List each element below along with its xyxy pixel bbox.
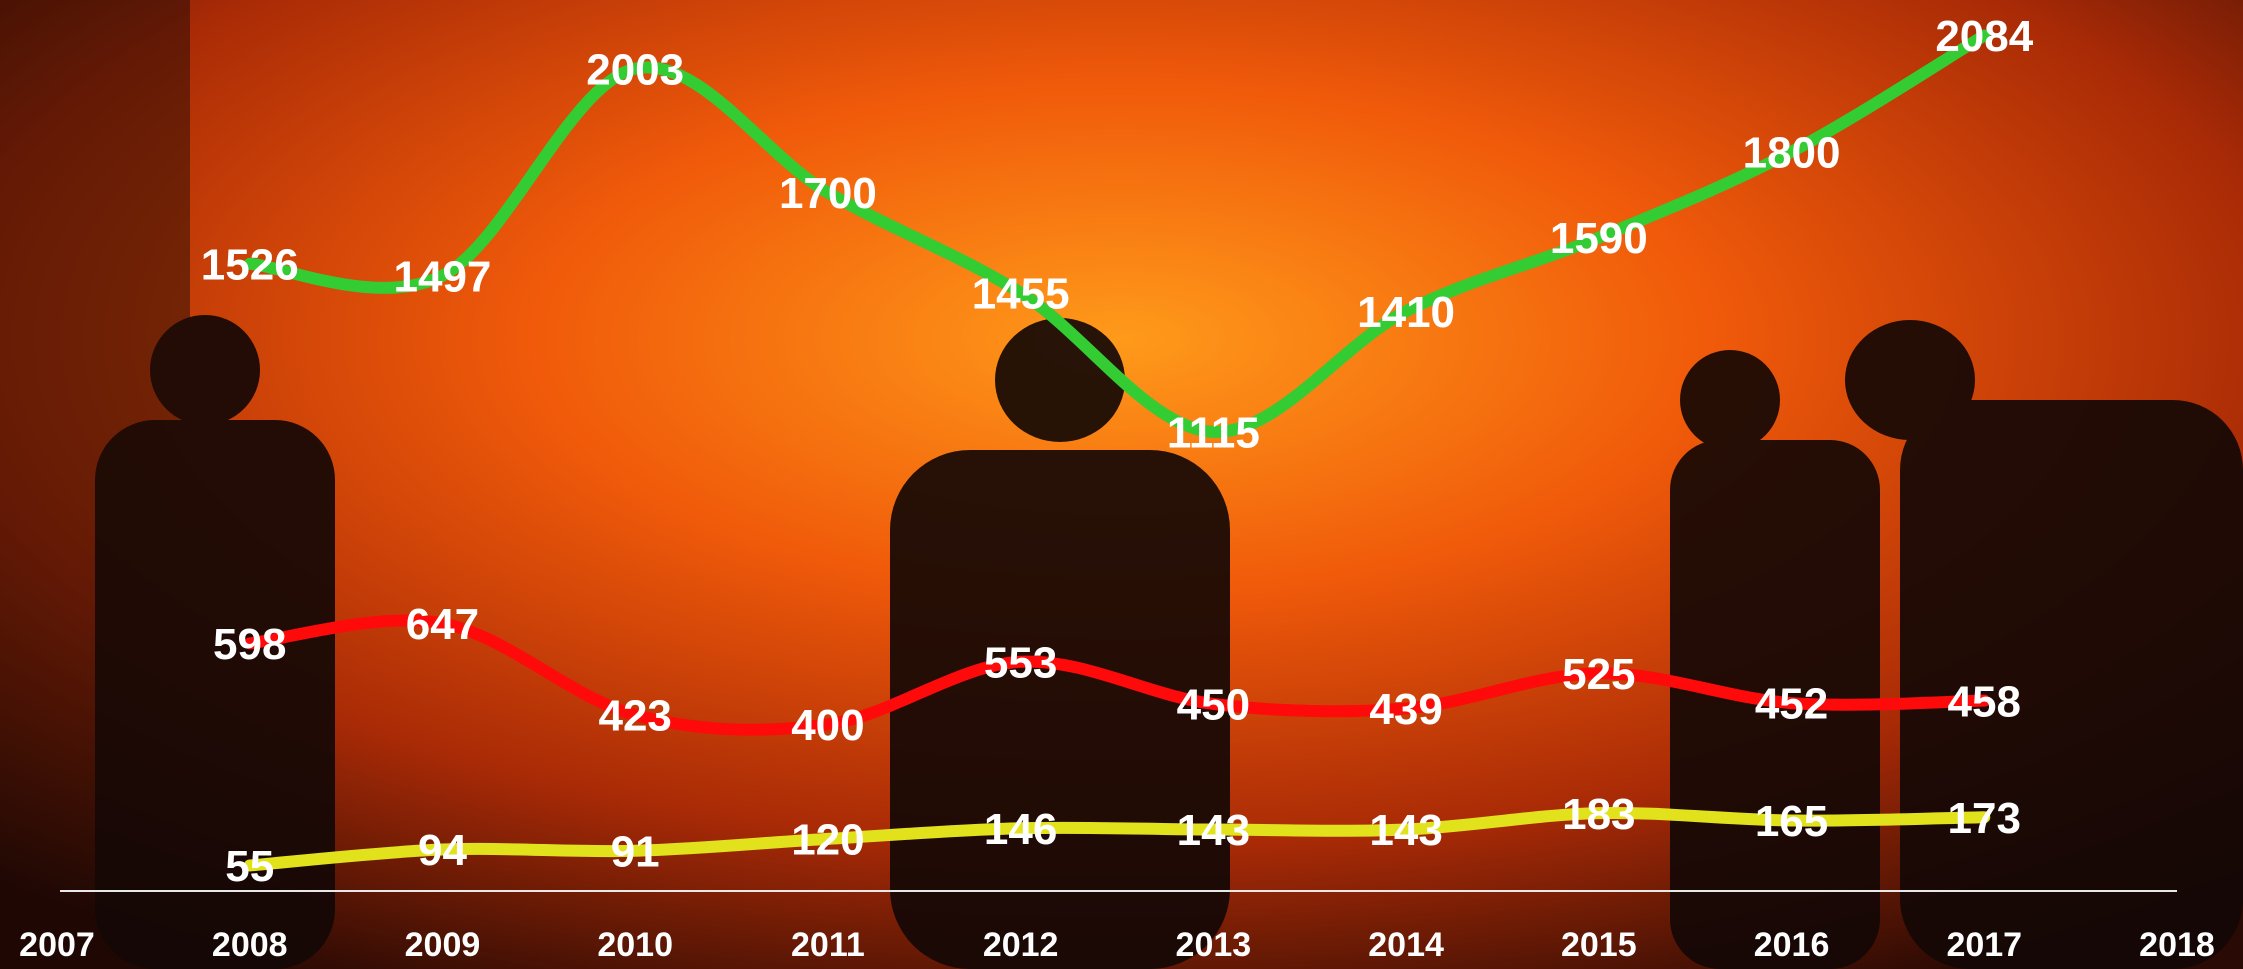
x-tick-label: 2018 [2139, 926, 2215, 964]
data-label: 91 [611, 827, 660, 876]
data-label: 2084 [1935, 12, 2033, 61]
data-label: 183 [1562, 790, 1635, 839]
data-label: 165 [1755, 797, 1828, 846]
data-label: 1590 [1550, 214, 1648, 263]
data-label: 120 [791, 816, 864, 865]
data-label: 1115 [1167, 409, 1260, 458]
x-tick-label: 2009 [405, 926, 481, 964]
data-label: 598 [213, 620, 286, 669]
x-tick-label: 2007 [19, 926, 95, 964]
data-label: 146 [984, 805, 1057, 854]
x-tick-label: 2012 [983, 926, 1059, 964]
data-label: 143 [1177, 806, 1250, 855]
data-label: 1455 [972, 269, 1070, 318]
data-label: 400 [791, 701, 864, 750]
x-tick-label: 2015 [1561, 926, 1637, 964]
data-label: 525 [1562, 650, 1635, 699]
x-tick-label: 2016 [1754, 926, 1830, 964]
data-label: 450 [1177, 681, 1250, 730]
x-tick-label: 2008 [212, 926, 288, 964]
data-label: 2003 [586, 45, 684, 94]
data-label: 458 [1948, 677, 2021, 726]
data-label: 423 [598, 692, 671, 741]
x-tick-label: 2011 [791, 926, 865, 964]
data-label: 452 [1755, 680, 1828, 729]
chart: 2007 2008 2009 2010 2011 2012 2013 2014 2015 2016… [0, 0, 2243, 969]
data-label: 1800 [1743, 128, 1841, 177]
data-label: 173 [1948, 794, 2021, 843]
x-tick-label: 2010 [597, 926, 673, 964]
data-label: 143 [1369, 806, 1442, 855]
x-tick-label: 2014 [1368, 926, 1444, 964]
page: 2007 2008 2009 2010 2011 2012 2013 2014 2015 2016… [0, 0, 2243, 969]
data-label: 94 [418, 826, 467, 875]
data-label: 1497 [394, 252, 492, 301]
data-label: 647 [406, 600, 479, 649]
data-label: 1410 [1357, 288, 1455, 337]
x-tick-label: 2017 [1946, 926, 2022, 964]
data-label: 55 [225, 842, 274, 891]
data-label: 1526 [201, 240, 299, 289]
data-label: 1700 [779, 169, 877, 218]
x-tick-label: 2013 [1176, 926, 1252, 964]
data-label: 553 [984, 638, 1057, 687]
data-label: 439 [1369, 685, 1442, 734]
